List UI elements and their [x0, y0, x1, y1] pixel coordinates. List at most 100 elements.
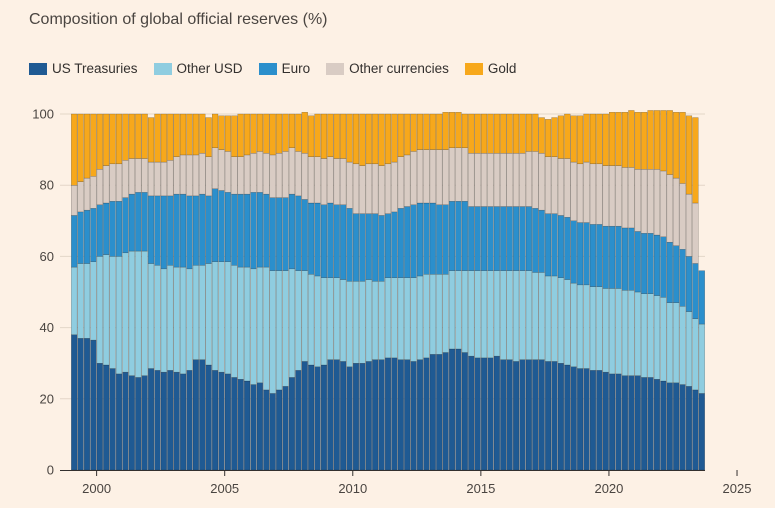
bar-segment-other-currencies — [513, 152, 520, 207]
bar-segment-us-treasuries — [506, 359, 513, 471]
bar-segment-other-currencies — [679, 183, 686, 250]
bar-segment-other-usd — [212, 261, 219, 371]
y-tick-label: 80 — [40, 178, 54, 193]
bar-segment-other-usd — [333, 277, 340, 360]
bar-segment-us-treasuries — [250, 384, 257, 471]
bar-segment-us-treasuries — [199, 359, 206, 471]
bar-segment-us-treasuries — [224, 373, 231, 471]
bar-segment-other-currencies — [532, 151, 539, 209]
bar-segment-other-usd — [577, 284, 584, 369]
bar-segment-euro — [538, 209, 545, 273]
bar-segment-euro — [320, 204, 328, 278]
bar-segment-other-currencies — [416, 149, 424, 204]
bar-segment-other-currencies — [410, 151, 417, 205]
bar-segment-other-usd — [122, 252, 129, 373]
bar-segment-other-usd — [602, 288, 609, 373]
bar-segment-gold — [179, 113, 187, 156]
bar-segment-other-usd — [269, 270, 276, 394]
bar-segment-other-usd — [359, 281, 366, 364]
bar-segment-other-usd — [609, 288, 616, 375]
y-tick-label: 0 — [47, 463, 54, 478]
x-tick-label: 2000 — [82, 481, 111, 496]
bar-segment-euro — [212, 188, 219, 262]
bar-segment-gold — [186, 113, 193, 156]
bar-segment-other-usd — [346, 281, 353, 367]
bar-segment-us-treasuries — [493, 355, 500, 471]
bar-segment-other-currencies — [423, 149, 430, 204]
bar-segment-other-currencies — [346, 161, 353, 209]
bar-segment-other-currencies — [653, 169, 661, 236]
bar-segment-euro — [480, 206, 488, 271]
bar-segment-us-treasuries — [596, 370, 603, 471]
bar-segment-other-usd — [545, 275, 552, 362]
bar-segment-us-treasuries — [685, 386, 693, 471]
bar-segment-gold — [282, 113, 289, 152]
x-tick-label: 2010 — [338, 481, 367, 496]
bar-segment-euro — [525, 206, 532, 271]
bar-segment-gold — [609, 112, 616, 166]
bar-segment-other-currencies — [525, 151, 532, 207]
bar-segment-euro — [314, 202, 321, 277]
bar-segment-us-treasuries — [391, 357, 398, 471]
y-tick-label: 40 — [40, 320, 54, 335]
bar-segment-us-treasuries — [602, 371, 609, 471]
bar-segment-other-usd — [340, 279, 347, 362]
legend-swatch-other-usd — [153, 62, 172, 75]
bar-segment-other-currencies — [167, 160, 174, 197]
bar-segment-euro — [135, 192, 142, 252]
bar-segment-other-usd — [442, 274, 449, 353]
bar-segment-other-currencies — [115, 163, 123, 202]
bar-segment-gold — [96, 113, 103, 170]
bar-segment-euro — [308, 202, 315, 275]
bar-segment-euro — [141, 192, 148, 252]
bar-segment-us-treasuries — [698, 393, 705, 471]
bar-segment-other-usd — [327, 277, 334, 360]
bar-segment-other-usd — [551, 275, 558, 362]
bar-segment-euro — [660, 236, 667, 298]
bar-segment-other-usd — [295, 270, 302, 371]
bar-segment-us-treasuries — [673, 382, 680, 471]
bar-segment-other-currencies — [442, 149, 449, 205]
bar-segment-gold — [141, 113, 148, 159]
bar-segment-gold — [641, 112, 648, 170]
bar-segment-other-currencies — [199, 152, 206, 195]
bar-segment-us-treasuries — [416, 359, 424, 471]
bar-segment-other-usd — [506, 270, 513, 360]
bar-segment-gold — [532, 113, 539, 152]
bar-segment-other-currencies — [461, 147, 468, 202]
bar-segment-other-usd — [308, 274, 315, 366]
bar-segment-other-usd — [468, 270, 475, 357]
bar-segment-other-usd — [596, 286, 603, 371]
bar-segment-gold — [199, 113, 206, 154]
bar-segment-other-usd — [513, 270, 520, 362]
bar-segment-other-usd — [147, 263, 155, 369]
bar-segment-gold — [666, 110, 673, 175]
bar-segment-us-treasuries — [564, 364, 571, 471]
bar-segment-euro — [673, 245, 680, 303]
legend-item-other-usd: Other USD — [153, 61, 243, 76]
bar-segment-us-treasuries — [468, 355, 475, 471]
bar-segment-us-treasuries — [474, 357, 481, 471]
bar-segment-gold — [448, 112, 456, 148]
bar-segment-euro — [77, 211, 84, 264]
bar-segment-other-currencies — [538, 152, 545, 211]
bar-segment-us-treasuries — [71, 334, 78, 471]
bar-segment-euro — [615, 225, 622, 289]
bar-segment-gold — [352, 113, 360, 165]
bar-segment-euro — [224, 192, 231, 262]
bar-segment-other-currencies — [641, 169, 648, 234]
legend-item-euro: Euro — [258, 61, 310, 76]
bar-segment-euro — [90, 208, 97, 262]
bar-segment-other-currencies — [186, 154, 193, 197]
bar-segment-gold — [577, 115, 584, 165]
bar-segment-euro — [333, 204, 340, 278]
bar-segment-other-usd — [167, 265, 174, 371]
bar-segment-euro — [519, 206, 526, 271]
bar-segment-gold — [692, 117, 699, 204]
bar-segment-euro — [192, 195, 199, 266]
bar-segment-other-currencies — [480, 152, 488, 207]
bar-segment-other-usd — [423, 274, 430, 359]
bar-segment-us-treasuries — [653, 379, 661, 471]
bar-segment-euro — [551, 213, 558, 277]
bar-segment-euro — [442, 204, 449, 275]
